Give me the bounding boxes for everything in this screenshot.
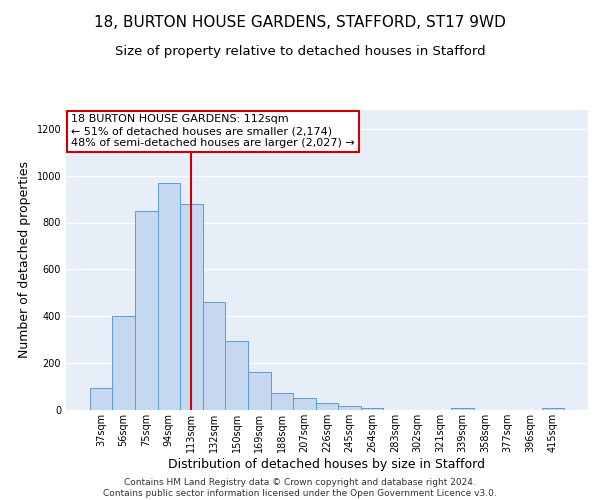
Text: Size of property relative to detached houses in Stafford: Size of property relative to detached ho…	[115, 45, 485, 58]
Bar	[271, 393, 293, 410]
Bar	[90, 388, 112, 410]
Bar	[451, 408, 474, 410]
Text: 18 BURTON HOUSE GARDENS: 112sqm
← 51% of detached houses are smaller (2,174)
48%: 18 BURTON HOUSE GARDENS: 112sqm ← 51% of…	[71, 114, 355, 148]
Y-axis label: Number of detached properties: Number of detached properties	[18, 162, 31, 358]
Bar	[338, 406, 361, 410]
Bar	[248, 372, 271, 410]
X-axis label: Distribution of detached houses by size in Stafford: Distribution of detached houses by size …	[169, 458, 485, 470]
Bar	[158, 183, 180, 410]
Bar	[542, 408, 564, 410]
Text: Contains HM Land Registry data © Crown copyright and database right 2024.
Contai: Contains HM Land Registry data © Crown c…	[103, 478, 497, 498]
Bar	[203, 302, 226, 410]
Bar	[226, 340, 248, 410]
Bar	[135, 211, 158, 410]
Bar	[316, 403, 338, 410]
Bar	[293, 398, 316, 410]
Bar	[112, 316, 135, 410]
Text: 18, BURTON HOUSE GARDENS, STAFFORD, ST17 9WD: 18, BURTON HOUSE GARDENS, STAFFORD, ST17…	[94, 15, 506, 30]
Bar	[180, 204, 203, 410]
Bar	[361, 408, 383, 410]
